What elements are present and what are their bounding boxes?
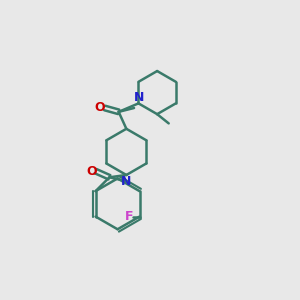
Text: F: F bbox=[124, 210, 133, 223]
Text: O: O bbox=[95, 101, 106, 115]
Text: O: O bbox=[86, 165, 97, 178]
Text: N: N bbox=[121, 175, 131, 188]
Text: N: N bbox=[134, 92, 144, 104]
